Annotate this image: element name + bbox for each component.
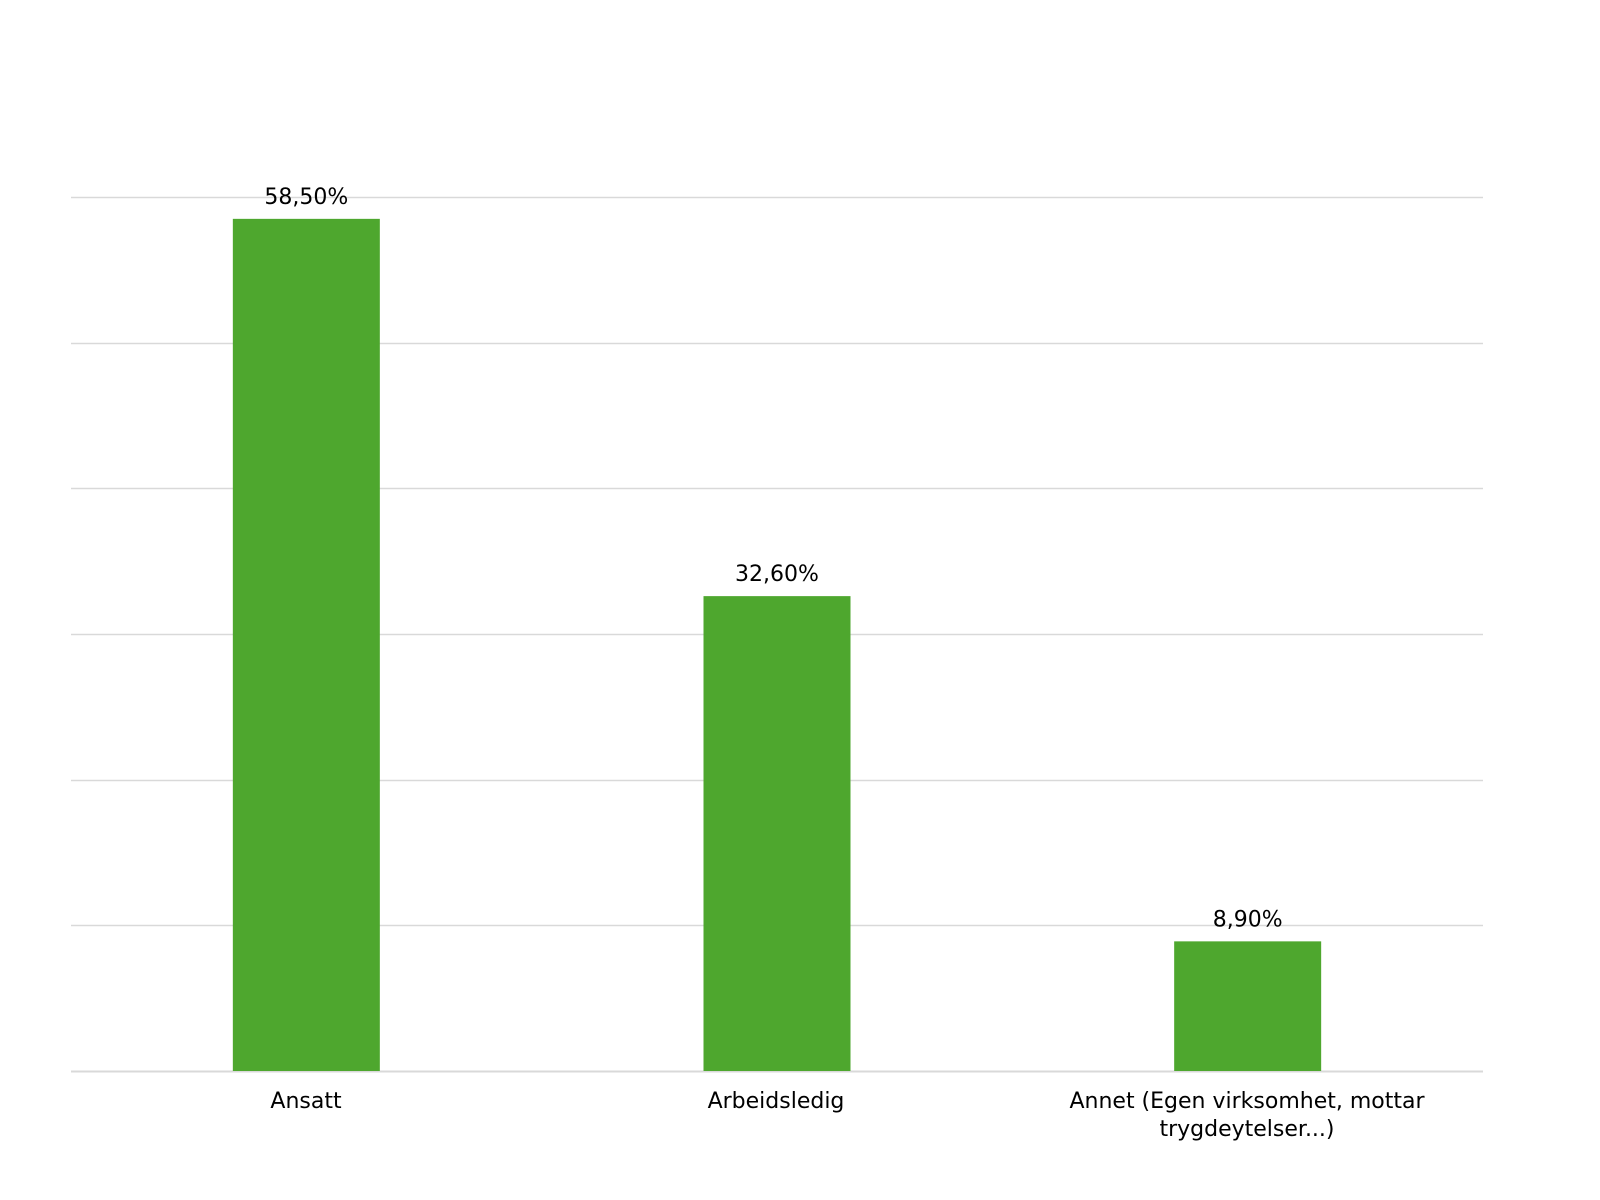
bar <box>703 596 851 1071</box>
bar <box>232 218 380 1072</box>
category-label-arbeidsledig: Arbeidsledig <box>707 1089 845 1114</box>
category-label-annet: Annet (Egen virksomhet, mottar trygdeyte… <box>1069 1089 1425 1142</box>
bar <box>1174 941 1322 1071</box>
bars <box>232 218 1322 1072</box>
data-labels: 58,50% 32,60% 8,90% <box>264 185 1282 933</box>
data-label: 58,50% <box>264 185 348 210</box>
data-label: 32,60% <box>735 562 819 587</box>
data-label: 8,90% <box>1213 907 1283 932</box>
category-label-ansatt: Ansatt <box>270 1089 342 1114</box>
